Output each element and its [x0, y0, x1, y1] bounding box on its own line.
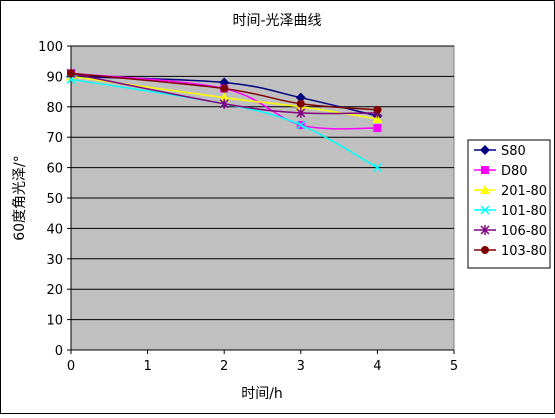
- data-point-103-80: [373, 105, 382, 114]
- data-point-101-80-stroke: [296, 120, 306, 130]
- data-point-101-80: [296, 120, 306, 130]
- legend-marker-101-80-stroke: [480, 205, 490, 215]
- x-tick-label: 3: [297, 359, 305, 374]
- legend-label-D80: D80: [501, 164, 528, 179]
- data-point-D80: [373, 124, 382, 133]
- legend-label-S80: S80: [501, 144, 526, 159]
- y-tick-label: 70: [46, 131, 63, 146]
- series-103-80: [67, 69, 382, 114]
- y-tick-label: 20: [46, 283, 63, 298]
- grid-lines: [71, 45, 454, 321]
- axes: 0 10 20 30 40 50 60 70 80 90 100 0 1 2 3 4 5: [38, 40, 458, 374]
- x-tick-label: 0: [67, 359, 75, 374]
- legend-marker-106-80: [480, 225, 490, 235]
- series-line-D80: [70, 72, 378, 130]
- series-line-106-80: [70, 72, 378, 115]
- x-tick-label: 5: [450, 359, 458, 374]
- legend-marker-S80: [480, 145, 490, 155]
- legend-box: [467, 139, 551, 269]
- data-point-106-80: [296, 107, 306, 118]
- legend: S80 D80 201-80 101-80 106-80 103-80: [467, 139, 551, 269]
- chart-title: 时间-光泽曲线: [232, 13, 321, 29]
- x-tick-label: 2: [220, 359, 228, 374]
- data-point-103-80: [67, 69, 75, 78]
- legend-label-106-80: 106-80: [501, 224, 547, 239]
- legend-marker-103-80: [481, 246, 489, 254]
- x-axis-label: 时间/h: [241, 386, 283, 402]
- series-layer: [66, 68, 383, 173]
- data-point-106-80: [219, 98, 229, 109]
- data-point-101-80-stroke: [372, 163, 382, 173]
- data-point-103-80: [220, 84, 229, 93]
- data-point-101-80: [372, 163, 382, 173]
- data-point-103-80: [296, 99, 305, 108]
- y-tick-label: 90: [46, 70, 63, 85]
- legend-marker-201-80: [480, 185, 490, 194]
- data-point-201-80: [372, 113, 383, 123]
- y-tick-label: 80: [46, 101, 63, 116]
- legend-label-101-80: 101-80: [501, 204, 547, 219]
- x-tick-label: 4: [373, 359, 381, 374]
- series-line-101-80: [70, 78, 378, 169]
- series-line-103-80: [70, 72, 378, 111]
- y-tick-label: 100: [38, 40, 63, 55]
- y-tick-label: 30: [46, 253, 63, 268]
- legend-marker-D80: [481, 166, 489, 174]
- y-tick-label: 40: [46, 222, 63, 237]
- y-axis-label: 60度角光泽/°: [12, 155, 28, 241]
- legend-label-201-80: 201-80: [501, 184, 547, 199]
- legend-label-103-80: 103-80: [501, 244, 547, 259]
- legend-marker-101-80: [480, 205, 490, 215]
- y-tick-label: 0: [55, 344, 63, 359]
- data-point-201-80: [219, 92, 230, 102]
- data-point-S80: [295, 92, 306, 103]
- y-tick-label: 60: [46, 162, 63, 177]
- x-tick-label: 1: [143, 359, 151, 374]
- y-tick-label: 50: [46, 192, 63, 207]
- y-tick-label: 10: [46, 314, 63, 329]
